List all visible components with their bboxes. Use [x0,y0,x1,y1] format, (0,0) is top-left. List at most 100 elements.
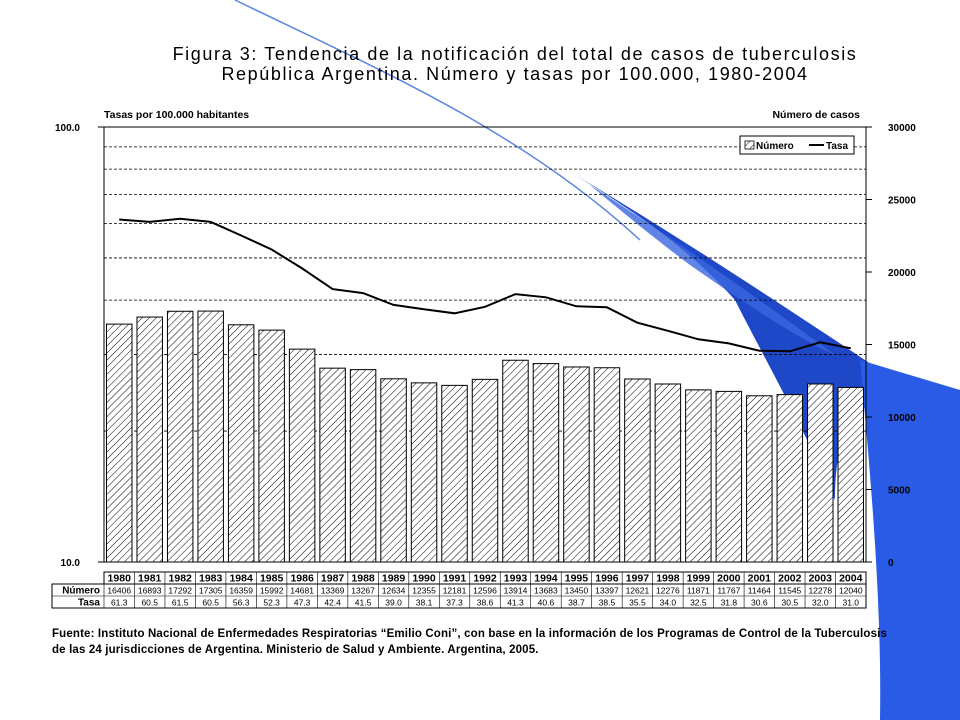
legend-label-numero: Número [756,141,794,152]
table-numero-1984: 16359 [229,586,253,596]
table-tasa-1982: 61.5 [172,598,189,608]
table-year-1992: 1992 [473,573,497,585]
table-year-1996: 1996 [595,573,619,585]
table-year-1987: 1987 [321,573,345,585]
bar-1986 [288,348,316,563]
left-tick-label: 10.0 [61,558,81,569]
table-numero-1991: 12181 [443,586,467,596]
bar-1987 [319,367,346,563]
axes: 100.0 10.0 Tasas por 100.000 habitantes 0 50… [55,109,916,569]
table-tasa-1993: 41.3 [507,598,524,608]
right-tick-label: 5000 [888,486,911,497]
table-numero-1988: 13267 [351,586,375,596]
source-note-line-2: de las 24 jurisdicciones de Argentina. M… [52,644,539,656]
table-tasa-1988: 41.5 [355,598,372,608]
table-tasa-1983: 60.5 [202,598,219,608]
bar-1993 [502,359,529,563]
table-numero-2000: 11767 [717,586,740,596]
table-year-1982: 1982 [169,573,193,585]
table-tasa-2004: 31.0 [842,598,859,608]
table-year-1984: 1984 [229,573,253,585]
table-tasa-1995: 38.7 [568,598,585,608]
bar-series [106,310,865,563]
table-numero-1992: 12596 [473,586,497,596]
table-numero-1981: 16893 [138,586,162,596]
bar-2003 [807,383,834,563]
table-numero-1983: 17305 [199,586,223,596]
table-tasa-1980: 61.3 [111,598,128,608]
table-tasa-2003: 32.0 [812,598,829,608]
table-tasa-1990: 38.1 [416,598,433,608]
table-year-1985: 1985 [260,573,284,585]
table-tasa-2001: 30.6 [751,598,768,608]
left-tick-label: 100.0 [55,123,80,134]
line-series [119,217,851,353]
table-tasa-1994: 40.6 [538,598,555,608]
table-year-2000: 2000 [717,573,741,585]
legend: Número Tasa [739,135,855,155]
table-tasa-1986: 47.3 [294,598,311,608]
legend-swatch-numero [744,140,755,150]
table-tasa-2000: 31.8 [721,598,738,608]
chart-title-line-2: República Argentina. Número y tasas por … [221,64,809,84]
table-year-2002: 2002 [778,573,802,585]
table-tasa-1999: 32.5 [690,598,707,608]
bar-1996 [593,367,621,563]
table-year-1983: 1983 [199,573,223,585]
table-year-1980: 1980 [108,573,132,585]
table-numero-2002: 11545 [778,586,801,596]
bar-1991 [441,384,468,563]
table-numero-1993: 13914 [504,586,528,596]
table-numero-2001: 11464 [748,586,771,596]
table-tasa-1985: 52.3 [263,598,280,608]
table-year-1989: 1989 [382,573,406,585]
table-numero-1995: 13450 [565,586,589,596]
bar-1997 [624,378,651,563]
swoosh-right-band [860,360,960,720]
table-year-2004: 2004 [839,573,863,585]
table-numero-1990: 12355 [412,586,436,596]
bar-2002 [776,394,804,563]
bar-1989 [380,378,407,563]
table-numero-1994: 13683 [534,586,558,596]
table-tasa-1996: 38.5 [599,598,616,608]
table-numero-1980: 16406 [107,586,131,596]
bar-1981 [136,316,163,563]
swoosh-ribbon-highlight [590,185,835,355]
table-row-label-numero: Número [62,586,100,597]
table-year-1988: 1988 [351,573,375,585]
table-year-2001: 2001 [748,573,772,585]
bar-1992 [471,378,499,563]
bar-1985 [258,329,285,563]
right-tick-label: 20000 [888,268,916,279]
table-row-label-tasa: Tasa [78,598,100,609]
table-numero-1998: 12276 [656,586,680,596]
legend-label-tasa: Tasa [826,141,848,152]
bar-2001 [746,395,773,563]
table-year-2003: 2003 [809,573,833,585]
table-year-1991: 1991 [443,573,467,585]
table-numero-1989: 12634 [382,586,406,596]
chart-title-line-1: Figura 3: Tendencia de la notificación d… [172,44,858,64]
table-year-1999: 1999 [687,573,711,585]
table-tasa-1981: 60.5 [141,598,158,608]
table-numero-1996: 13397 [595,586,619,596]
table-tasa-1992: 38.6 [477,598,494,608]
bar-1983 [197,310,224,563]
table-year-1997: 1997 [626,573,650,585]
table-year-1998: 1998 [656,573,680,585]
table-tasa-1987: 42.4 [324,598,341,608]
table-year-1990: 1990 [412,573,436,585]
bar-1998 [654,383,682,563]
table-tasa-2002: 30.5 [782,598,799,608]
left-axis-label: Tasas por 100.000 habitantes [104,109,249,121]
bar-1994 [532,363,560,563]
bar-2004 [837,386,865,563]
table-tasa-1984: 56.3 [233,598,250,608]
bar-1982 [166,310,194,563]
table-tasa-1997: 35.5 [629,598,646,608]
table-numero-1986: 14681 [290,586,314,596]
right-tick-label: 25000 [888,196,916,207]
table-year-1995: 1995 [565,573,589,585]
